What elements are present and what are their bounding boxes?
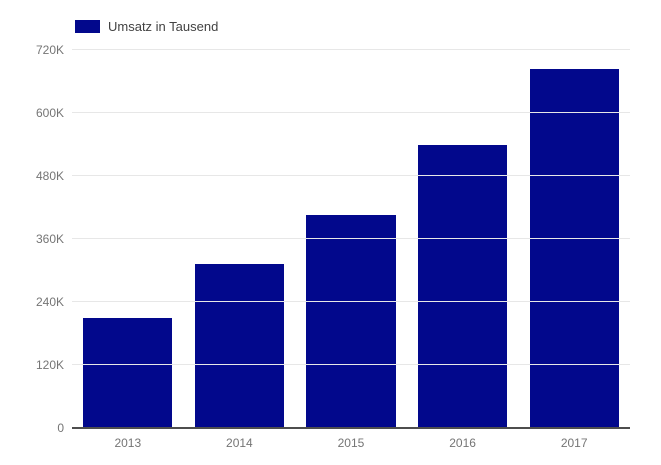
bar-column: [72, 50, 184, 428]
x-axis: 2013 2014 2015 2016 2017: [72, 436, 630, 450]
bar-2015[interactable]: [306, 215, 396, 428]
gridline: [72, 364, 630, 365]
x-axis-tick-label: 2015: [337, 436, 365, 450]
bar-column: [184, 50, 296, 428]
bar-column: [407, 50, 519, 428]
plot-area: [72, 49, 630, 429]
gridline: [72, 238, 630, 239]
gridline: [72, 49, 630, 50]
y-axis-tick-label: 600K: [35, 106, 64, 120]
y-axis-tick-label: 360K: [35, 232, 64, 246]
legend: Umsatz in Tausend: [75, 19, 218, 34]
bar-2013[interactable]: [83, 317, 173, 428]
x-axis-tick-label: 2016: [449, 436, 476, 450]
y-axis-tick-label: 120K: [35, 358, 64, 372]
legend-swatch: [75, 20, 100, 33]
bar-2014[interactable]: [194, 264, 285, 428]
bar-column: [295, 50, 407, 428]
legend-label: Umsatz in Tausend: [108, 19, 219, 34]
y-axis-tick-label: 720K: [35, 43, 64, 57]
bars-container: [72, 50, 630, 428]
x-axis-tick-label: 2014: [226, 436, 253, 450]
y-axis-tick-label: 480K: [35, 169, 64, 183]
gridline: [72, 175, 630, 176]
x-axis-tick-label: 2013: [114, 436, 142, 450]
gridline: [72, 112, 630, 113]
gridline: [72, 301, 630, 302]
bar-2017[interactable]: [529, 68, 619, 428]
x-axis-line: [72, 427, 630, 429]
x-axis-tick-label: 2017: [560, 436, 588, 450]
y-axis-tick-label: 0: [57, 421, 64, 435]
y-axis-tick-label: 240K: [35, 295, 64, 309]
bar-column: [518, 50, 630, 428]
bar-2016[interactable]: [417, 144, 508, 428]
